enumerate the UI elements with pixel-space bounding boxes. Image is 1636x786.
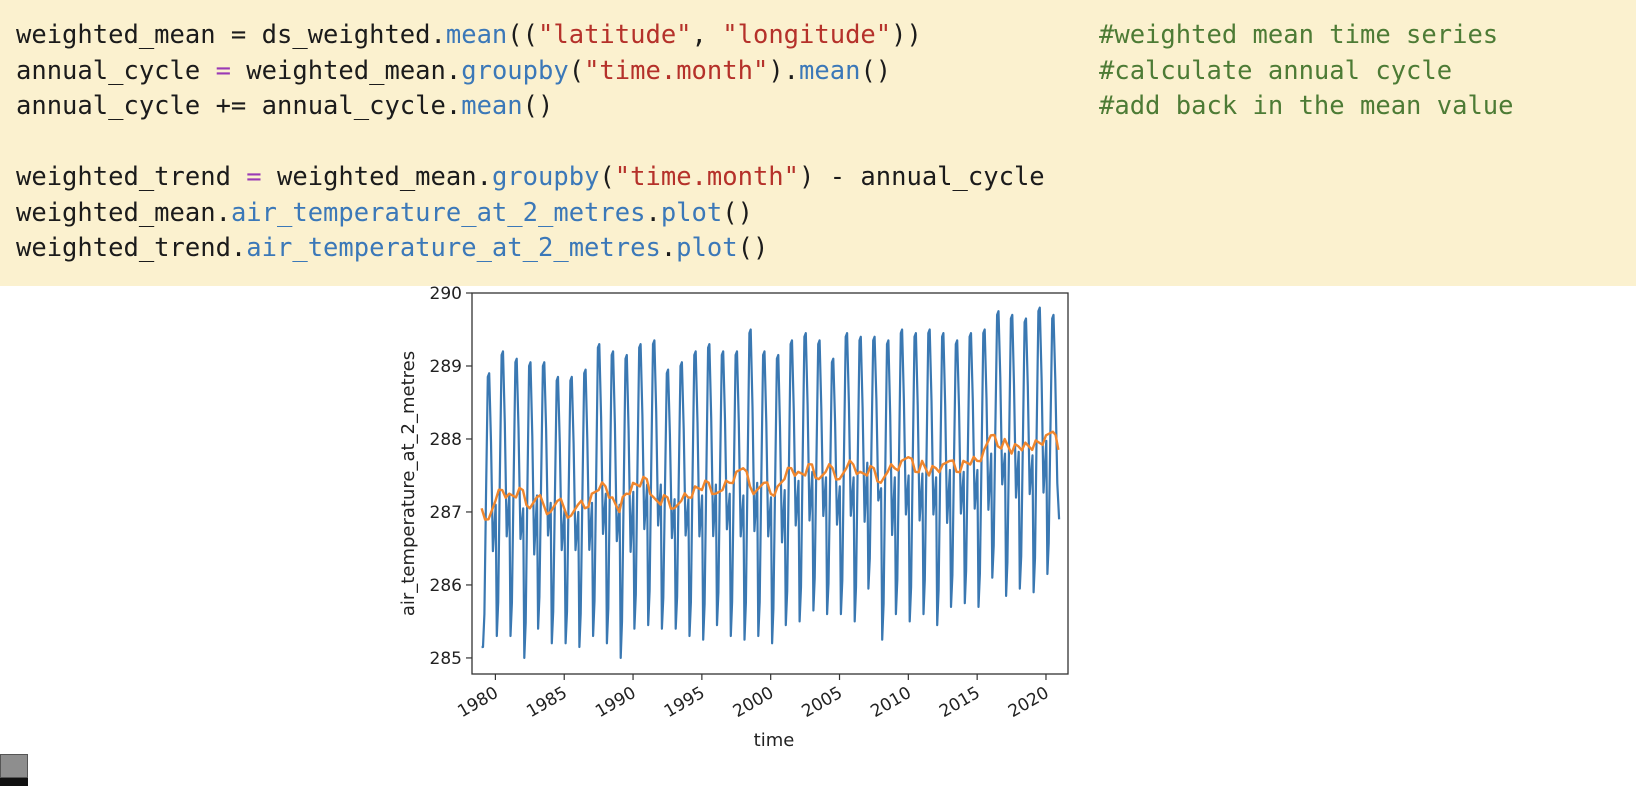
x-tick-label: 1980 — [454, 683, 501, 722]
code-comment: #calculate annual cycle — [1099, 55, 1453, 86]
code-line[interactable] — [16, 125, 1045, 161]
x-tick-label: 2015 — [936, 683, 983, 722]
code-line[interactable]: weighted_trend.air_temperature_at_2_metr… — [16, 231, 1045, 267]
y-tick-label: 288 — [430, 430, 462, 450]
code-token: ). — [768, 55, 800, 86]
code-token: = — [215, 55, 231, 86]
x-tick-label: 2020 — [1005, 683, 1052, 722]
code-token: groupby — [461, 55, 569, 86]
code-token: mean — [799, 55, 861, 86]
code-token: weighted_mean. — [230, 55, 462, 86]
collapse-widget-bottom — [0, 778, 28, 786]
code-cell[interactable]: weighted_mean = ds_weighted.mean(("latit… — [0, 0, 1636, 286]
code-token: ) - annual_cycle — [799, 162, 1045, 192]
code-token: "latitude" — [538, 20, 692, 50]
x-tick-label: 1985 — [523, 683, 570, 722]
code-comment: #weighted mean time series — [1099, 20, 1499, 50]
line-chart: 285 286 287 288 289 290 1980 1985 1990 1995 2000 20… — [398, 286, 1069, 751]
code-token: mean — [461, 91, 523, 121]
code-line[interactable]: weighted_mean.air_temperature_at_2_metre… — [16, 196, 1045, 232]
series-line-trend — [480, 430, 1060, 521]
code-token: () — [737, 233, 769, 263]
code-token: weighted_mean. — [261, 162, 492, 192]
code-token: (( — [507, 20, 539, 50]
code-token: air_temperature_at_2_metres — [230, 197, 646, 228]
y-tick-label: 285 — [430, 649, 462, 669]
collapse-widget-top[interactable] — [0, 754, 28, 778]
code-line[interactable]: annual_cycle += annual_cycle.mean() #add … — [16, 89, 1514, 125]
y-tick-label: 286 — [430, 576, 462, 596]
x-axis-label: time — [754, 730, 795, 751]
code-token: ( — [599, 162, 615, 192]
output-area: 285 286 287 288 289 290 1980 1985 1990 1995 2000 20… — [0, 286, 1636, 786]
code-token: annual_cycle += annual_cycle. — [16, 91, 462, 121]
code-token: . — [645, 197, 661, 228]
code-editor[interactable]: weighted_mean = ds_weighted.mean(("latit… — [16, 18, 1514, 267]
code-token: mean — [445, 20, 508, 50]
code-token: () — [722, 197, 753, 228]
code-token: weighted_mean = ds_weighted. — [16, 20, 446, 50]
code-token: () — [860, 55, 892, 86]
code-token: . — [660, 233, 677, 263]
code-token: () — [522, 91, 554, 121]
x-tick-label: 2010 — [867, 683, 914, 722]
plot-frame — [471, 292, 1069, 675]
code-token: , — [691, 20, 723, 50]
code-token: "time.month" — [614, 162, 800, 192]
code-token: weighted_mean. — [16, 197, 231, 228]
code-token: plot — [660, 197, 723, 228]
code-token: "longitude" — [722, 20, 892, 50]
code-token: weighted_trend. — [16, 233, 247, 263]
code-token: annual_cycle — [16, 55, 216, 86]
code-line[interactable]: weighted_trend = weighted_mean.groupby("… — [16, 160, 1045, 196]
code-token: air_temperature_at_2_metres — [246, 233, 661, 263]
y-tick-label: 290 — [430, 286, 462, 304]
code-line[interactable]: weighted_mean = ds_weighted.mean(("latit… — [16, 18, 1498, 54]
collapse-widget[interactable] — [0, 754, 28, 786]
code-token: = — [246, 162, 262, 192]
y-tick-label: 289 — [430, 357, 462, 377]
y-tick-label: 287 — [430, 503, 462, 523]
code-token: "time.month" — [584, 55, 769, 86]
code-comment: #add back in the mean value — [1099, 91, 1514, 121]
x-tick-label: 2000 — [730, 683, 777, 722]
series-line-seasonal — [481, 306, 1061, 659]
code-token: )) — [891, 20, 922, 50]
code-token: weighted_trend — [16, 162, 247, 192]
code-token: ( — [568, 55, 585, 86]
code-line[interactable]: annual_cycle = weighted_mean.groupby("ti… — [16, 54, 1452, 90]
x-tick-label: 1995 — [661, 683, 708, 722]
x-tick-label: 1990 — [592, 683, 639, 722]
x-tick-label: 2005 — [799, 683, 846, 722]
code-token: plot — [676, 233, 738, 263]
code-token: groupby — [491, 162, 600, 192]
y-axis-label: air_temperature_at_2_metres — [398, 351, 419, 616]
